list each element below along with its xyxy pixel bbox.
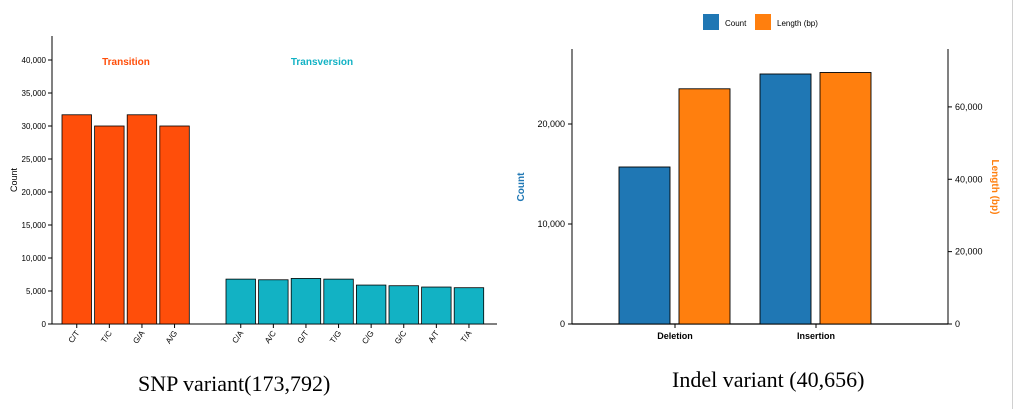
x-tick-label: G/A bbox=[131, 328, 147, 345]
x-tick-label: T/C bbox=[99, 329, 114, 345]
bar-insertion-count bbox=[759, 73, 812, 325]
right-y-axis-label: Length (bp) bbox=[989, 160, 1000, 215]
snp-caption: SNP variant(173,792) bbox=[138, 371, 331, 396]
y-tick-label: 0 bbox=[42, 320, 47, 329]
right-y-tick-label: 0 bbox=[955, 319, 960, 329]
y-tick-label: 20,000 bbox=[22, 188, 47, 197]
bar-G-A bbox=[126, 114, 158, 325]
page-edge-divider bbox=[1012, 0, 1013, 409]
y-tick-label: 40,000 bbox=[22, 56, 47, 65]
right-y-tick-label: 20,000 bbox=[955, 247, 983, 257]
x-tick-label: A/T bbox=[426, 329, 441, 344]
right-y-tick-label: 60,000 bbox=[955, 102, 983, 112]
x-tick-label: G/T bbox=[296, 329, 311, 345]
y-tick-label: 30,000 bbox=[22, 122, 47, 131]
right-y-tick-label: 40,000 bbox=[955, 174, 983, 184]
x-tick-label: T/A bbox=[459, 328, 474, 344]
x-tick-label-deletion: Deletion bbox=[657, 331, 693, 341]
x-tick-label-insertion: Insertion bbox=[797, 331, 835, 341]
bar-T-G bbox=[323, 278, 354, 325]
bar-A-C bbox=[258, 279, 289, 325]
left-y-tick-label: 10,000 bbox=[537, 219, 565, 229]
indel-caption: Indel variant (40,656) bbox=[672, 367, 865, 392]
legend-label-count: Count bbox=[725, 19, 747, 28]
x-tick-label: G/C bbox=[393, 329, 409, 346]
bar-G-T bbox=[290, 278, 322, 325]
x-tick-label: C/A bbox=[230, 328, 245, 345]
group-label-transition: Transition bbox=[102, 57, 150, 68]
x-tick-label: T/G bbox=[328, 329, 343, 345]
snp-chart: 0 5,000 10,000 15,000 20,000 25,000 30,000 35,0… bbox=[9, 36, 497, 346]
group-label-transversion: Transversion bbox=[291, 57, 353, 68]
left-y-tick-label: 20,000 bbox=[537, 119, 565, 129]
bar-deletion-length bbox=[678, 88, 731, 325]
bar-insertion-length bbox=[819, 72, 872, 325]
bar-C-A bbox=[225, 278, 256, 325]
bar-deletion-count bbox=[618, 166, 671, 325]
y-tick-label: 25,000 bbox=[22, 155, 47, 164]
x-tick-label: A/G bbox=[164, 329, 179, 345]
indel-chart: 0 10,000 20,000 0 20,000 40,000 60,000 Count Len… bbox=[516, 14, 1000, 341]
bar-C-G bbox=[355, 284, 387, 325]
bar-T-C bbox=[94, 125, 125, 325]
left-y-tick-label: 0 bbox=[560, 319, 565, 329]
bar-A-G bbox=[159, 125, 190, 325]
x-tick-label: A/C bbox=[263, 329, 278, 345]
left-y-axis-label: Count bbox=[516, 172, 527, 202]
bar-C-T bbox=[61, 114, 92, 325]
x-tick-label: C/T bbox=[67, 329, 82, 345]
bar-A-T bbox=[421, 286, 452, 325]
y-axis-label: Count bbox=[9, 168, 19, 193]
legend-label-length: Length (bp) bbox=[777, 19, 818, 28]
y-tick-label: 35,000 bbox=[22, 89, 47, 98]
y-tick-label: 15,000 bbox=[22, 221, 47, 230]
y-tick-label: 5,000 bbox=[26, 287, 47, 296]
legend-swatch-count bbox=[703, 14, 719, 30]
legend-swatch-length bbox=[755, 14, 771, 30]
bar-G-C bbox=[388, 285, 419, 325]
bar-T-A bbox=[453, 287, 485, 325]
x-tick-label: C/G bbox=[360, 329, 376, 346]
y-tick-label: 10,000 bbox=[22, 254, 47, 263]
